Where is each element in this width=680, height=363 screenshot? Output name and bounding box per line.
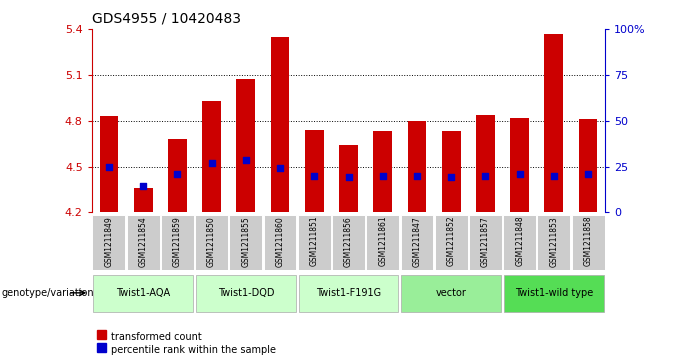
Bar [373, 131, 392, 212]
Text: GSM1211847: GSM1211847 [413, 216, 422, 266]
FancyBboxPatch shape [435, 215, 468, 270]
Text: GSM1211851: GSM1211851 [310, 216, 319, 266]
FancyBboxPatch shape [92, 215, 125, 270]
Point [514, 171, 525, 177]
Bar [407, 121, 426, 212]
Bar [237, 79, 255, 212]
FancyBboxPatch shape [537, 215, 571, 270]
Text: Twist1-wild type: Twist1-wild type [515, 288, 593, 298]
FancyBboxPatch shape [161, 215, 194, 270]
Text: genotype/variation: genotype/variation [1, 288, 94, 298]
Point [241, 158, 252, 163]
FancyBboxPatch shape [367, 215, 399, 270]
Point [343, 174, 354, 180]
Bar [339, 145, 358, 212]
Text: GSM1211848: GSM1211848 [515, 216, 524, 266]
Point [583, 171, 594, 177]
Text: GSM1211859: GSM1211859 [173, 216, 182, 266]
Bar [168, 139, 187, 212]
Point [138, 183, 149, 189]
Text: GSM1211853: GSM1211853 [549, 216, 558, 266]
Text: GSM1211855: GSM1211855 [241, 216, 250, 266]
Point [549, 173, 560, 179]
Text: vector: vector [436, 288, 466, 298]
Text: Twist1-AQA: Twist1-AQA [116, 288, 170, 298]
Point [309, 173, 320, 179]
Point [411, 173, 422, 179]
Bar [545, 34, 563, 212]
Point [446, 174, 457, 180]
FancyBboxPatch shape [126, 215, 160, 270]
Text: GSM1211857: GSM1211857 [481, 216, 490, 266]
Point [480, 173, 491, 179]
FancyBboxPatch shape [299, 275, 398, 313]
Bar [476, 115, 495, 212]
FancyBboxPatch shape [332, 215, 365, 270]
FancyBboxPatch shape [264, 215, 296, 270]
FancyBboxPatch shape [572, 215, 605, 270]
Text: Twist1-DQD: Twist1-DQD [218, 288, 274, 298]
Point [103, 164, 114, 170]
Bar [442, 131, 460, 212]
Text: GDS4955 / 10420483: GDS4955 / 10420483 [92, 11, 241, 25]
FancyBboxPatch shape [469, 215, 502, 270]
Bar [271, 37, 290, 212]
FancyBboxPatch shape [196, 275, 296, 313]
Bar [99, 116, 118, 212]
FancyBboxPatch shape [229, 215, 262, 270]
Text: GSM1211860: GSM1211860 [275, 216, 284, 266]
FancyBboxPatch shape [504, 275, 604, 313]
FancyBboxPatch shape [503, 215, 536, 270]
Text: GSM1211856: GSM1211856 [344, 216, 353, 266]
Text: GSM1211858: GSM1211858 [583, 216, 592, 266]
FancyBboxPatch shape [401, 215, 433, 270]
Text: GSM1211861: GSM1211861 [378, 216, 387, 266]
Text: Twist1-F191G: Twist1-F191G [316, 288, 381, 298]
FancyBboxPatch shape [298, 215, 330, 270]
Bar [305, 130, 324, 212]
Point [172, 171, 183, 177]
FancyBboxPatch shape [93, 275, 193, 313]
Text: GSM1211854: GSM1211854 [139, 216, 148, 266]
FancyBboxPatch shape [195, 215, 228, 270]
Bar [579, 119, 598, 212]
Point [377, 173, 388, 179]
Text: GSM1211850: GSM1211850 [207, 216, 216, 266]
Point [206, 160, 217, 166]
Point [275, 165, 286, 171]
Bar [510, 118, 529, 212]
Bar [202, 101, 221, 212]
FancyBboxPatch shape [401, 275, 501, 313]
Text: GSM1211849: GSM1211849 [105, 216, 114, 266]
Text: GSM1211852: GSM1211852 [447, 216, 456, 266]
Legend: transformed count, percentile rank within the sample: transformed count, percentile rank withi… [97, 331, 276, 355]
Bar [134, 188, 152, 212]
